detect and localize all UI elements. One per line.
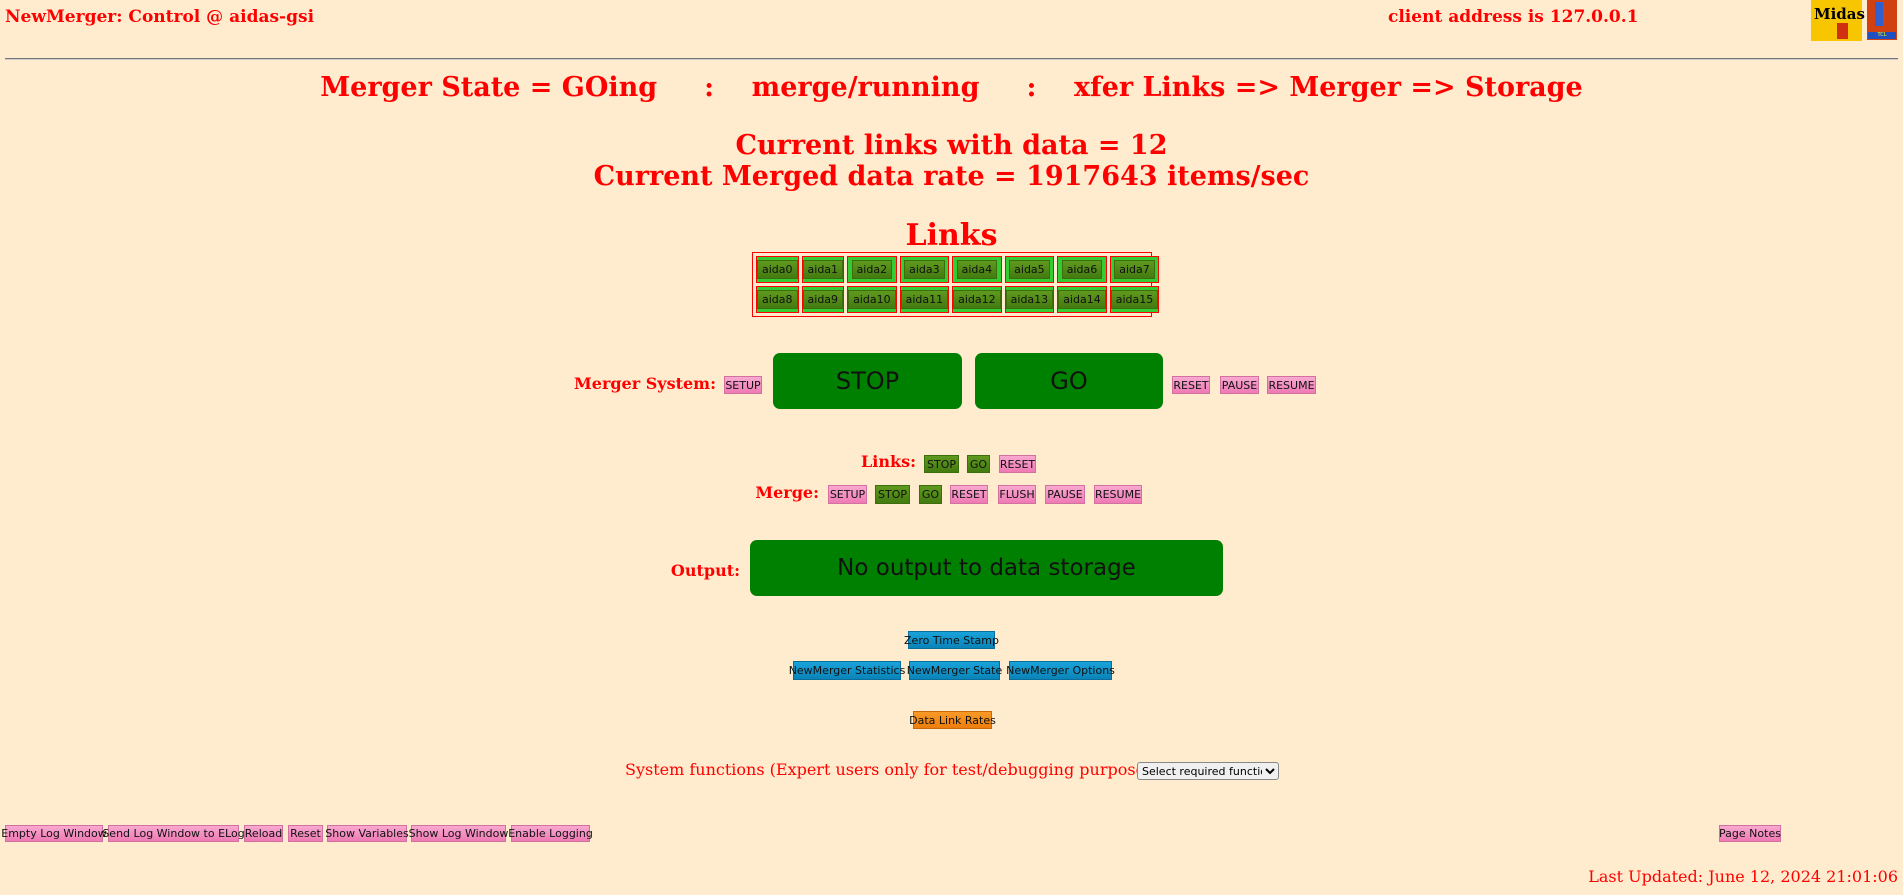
links-stop-button[interactable]: STOP bbox=[924, 455, 959, 473]
empty-log-window-button[interactable]: Empty Log Window bbox=[1, 825, 107, 842]
link-button[interactable]: aida10 bbox=[848, 290, 896, 309]
reload-button[interactable]: Reload bbox=[244, 825, 283, 842]
merger-go-button[interactable]: GO bbox=[975, 353, 1163, 409]
merger-stop-button[interactable]: STOP bbox=[773, 353, 962, 409]
merged-data-rate: Current Merged data rate = 1917643 items… bbox=[593, 161, 1310, 192]
link-cell: aida1 bbox=[801, 256, 845, 283]
link-cell: aida9 bbox=[801, 286, 845, 313]
link-button[interactable]: aida5 bbox=[1009, 260, 1050, 279]
links-heading: Links bbox=[905, 218, 998, 253]
show-log-window-button[interactable]: Show Log Window bbox=[408, 825, 509, 842]
link-button[interactable]: aida3 bbox=[904, 260, 945, 279]
output-label: Output: bbox=[670, 561, 740, 580]
link-button[interactable]: aida4 bbox=[956, 260, 998, 279]
merge-flush-button[interactable]: FLUSH bbox=[998, 485, 1036, 504]
link-cell: aida0 bbox=[756, 256, 799, 283]
tcl-logo: TCL bbox=[1867, 0, 1897, 40]
newmerger-state-button[interactable]: NewMerger State bbox=[907, 661, 1002, 680]
link-cell: aida8 bbox=[756, 286, 799, 313]
page-title: NewMerger: Control @ aidas-gsi bbox=[5, 7, 315, 27]
newmerger-options-button[interactable]: NewMerger Options bbox=[1006, 661, 1115, 680]
newmerger-statistics-button[interactable]: NewMerger Statistics bbox=[789, 661, 905, 680]
link-cell: aida14 bbox=[1057, 286, 1107, 313]
merge-go-button[interactable]: GO bbox=[919, 485, 942, 504]
show-variables-button[interactable]: Show Variables bbox=[325, 825, 409, 842]
merge-resume-button[interactable]: RESUME bbox=[1094, 485, 1142, 504]
merge-reset-button[interactable]: RESET bbox=[950, 485, 988, 504]
links-go-button[interactable]: GO bbox=[967, 455, 990, 473]
links-reset-button[interactable]: RESET bbox=[999, 455, 1036, 473]
link-button[interactable]: aida7 bbox=[1114, 260, 1155, 279]
last-updated: Last Updated: June 12, 2024 21:01:06 bbox=[1588, 867, 1898, 886]
link-button[interactable]: aida9 bbox=[802, 290, 844, 309]
output-status-button[interactable]: No output to data storage bbox=[750, 540, 1223, 596]
page-notes-button[interactable]: Page Notes bbox=[1719, 825, 1781, 842]
link-button[interactable]: aida6 bbox=[1061, 260, 1103, 279]
link-button[interactable]: aida14 bbox=[1058, 290, 1106, 309]
client-address: client address is 127.0.0.1 bbox=[1388, 7, 1639, 27]
merge-stop-button[interactable]: STOP bbox=[875, 485, 910, 504]
reset-button[interactable]: Reset bbox=[288, 825, 323, 842]
merger-state-line: Merger State = GOing : merge/running : x… bbox=[320, 72, 1583, 103]
link-cell: aida10 bbox=[847, 286, 897, 313]
zero-time-stamp-button[interactable]: Zero Time Stamp bbox=[904, 631, 999, 649]
link-cell: aida15 bbox=[1109, 286, 1160, 313]
link-button[interactable]: aida1 bbox=[802, 260, 844, 279]
header-divider bbox=[5, 58, 1898, 60]
link-button[interactable]: aida0 bbox=[757, 260, 798, 279]
merger-reset-button[interactable]: RESET bbox=[1172, 376, 1210, 394]
system-function-select[interactable]: Select required function bbox=[1137, 762, 1279, 780]
system-functions-label: System functions (Expert users only for … bbox=[625, 760, 1179, 779]
send-log-to-elog-button[interactable]: Send Log Window to ELog bbox=[102, 825, 245, 842]
data-link-rates-button[interactable]: Data Link Rates bbox=[909, 711, 996, 729]
link-cell: aida7 bbox=[1109, 256, 1160, 283]
links-grid: aida0 aida1 aida2 aida3 aida4 aida5 aida6 aida7… bbox=[752, 252, 1160, 317]
link-cell: aida4 bbox=[952, 256, 1002, 283]
link-cell: aida2 bbox=[847, 256, 897, 283]
merge-controls-label: Merge: bbox=[755, 483, 819, 502]
merge-pause-button[interactable]: PAUSE bbox=[1045, 485, 1085, 504]
link-cell: aida5 bbox=[1004, 256, 1055, 283]
link-cell: aida13 bbox=[1004, 286, 1055, 313]
link-button[interactable]: aida11 bbox=[900, 290, 949, 309]
enable-logging-button[interactable]: Enable Logging bbox=[508, 825, 593, 842]
link-button[interactable]: aida2 bbox=[851, 260, 893, 279]
merger-resume-button[interactable]: RESUME bbox=[1267, 376, 1316, 394]
link-button[interactable]: aida8 bbox=[757, 290, 798, 309]
link-button[interactable]: aida15 bbox=[1110, 290, 1159, 309]
link-cell: aida6 bbox=[1057, 256, 1107, 283]
link-button[interactable]: aida13 bbox=[1005, 290, 1054, 309]
merge-setup-button[interactable]: SETUP bbox=[828, 485, 867, 504]
link-button[interactable]: aida12 bbox=[953, 290, 1001, 309]
midas-logo: Midas bbox=[1811, 0, 1865, 41]
merger-setup-button[interactable]: SETUP bbox=[724, 376, 762, 394]
links-with-data: Current links with data = 12 bbox=[735, 130, 1168, 161]
merger-pause-button[interactable]: PAUSE bbox=[1220, 376, 1259, 394]
link-cell: aida12 bbox=[952, 286, 1002, 313]
merger-system-label: Merger System: bbox=[574, 374, 716, 393]
links-controls-label: Links: bbox=[861, 452, 916, 471]
link-cell: aida11 bbox=[899, 286, 950, 313]
link-cell: aida3 bbox=[899, 256, 950, 283]
